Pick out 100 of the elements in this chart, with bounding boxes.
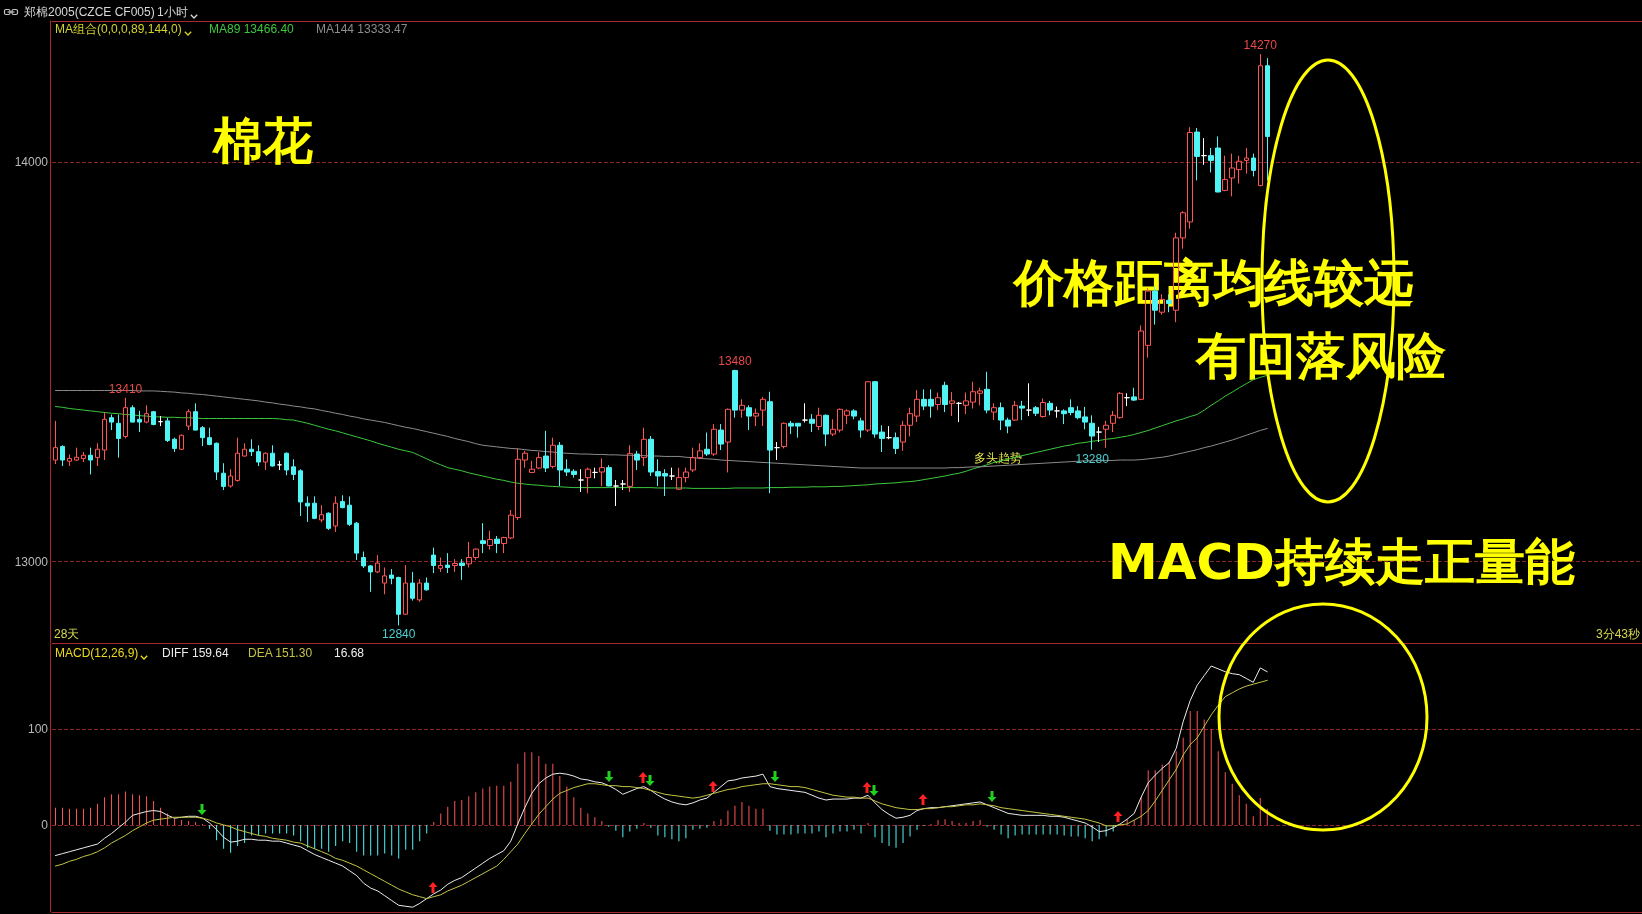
candlestick: [109, 413, 114, 431]
candlestick: [1222, 155, 1228, 192]
candlestick: [88, 447, 93, 475]
candlestick: [417, 578, 422, 603]
candlestick: [487, 530, 493, 551]
candlestick: [816, 407, 822, 431]
candlestick: [347, 495, 352, 527]
candlestick: [1244, 147, 1249, 175]
candlestick: [221, 462, 226, 491]
candlestick: [235, 437, 240, 483]
candlestick: [893, 431, 899, 455]
candlestick: [375, 554, 380, 574]
candlestick: [627, 444, 633, 493]
candlestick: [242, 442, 247, 457]
candlestick: [137, 410, 142, 433]
candlestick: [249, 438, 254, 457]
candlestick: [403, 564, 408, 616]
candlestick: [123, 397, 128, 439]
chart-title: 郑棉2005(CZCE CF005): [24, 5, 155, 19]
candlestick: [284, 451, 289, 476]
candlestick: [613, 479, 619, 507]
candlestick: [543, 430, 549, 473]
candlestick: [711, 423, 717, 457]
annotation: 16.68: [334, 646, 365, 660]
chart-subtitle: 1小时: [157, 5, 188, 19]
candlestick: [641, 427, 647, 467]
candlestick: [858, 417, 864, 439]
candlestick: [1265, 57, 1270, 181]
annotation: MACD持续走正量能: [1108, 533, 1575, 591]
candlestick: [340, 494, 345, 509]
candlestick: [1103, 420, 1109, 449]
candlestick: [396, 576, 401, 626]
candlestick: [144, 404, 149, 424]
candlestick: [942, 381, 948, 413]
candlestick: [1026, 382, 1032, 417]
candlestick: [529, 460, 535, 474]
y-tick-label: 13000: [14, 554, 49, 569]
candlestick: [74, 447, 79, 462]
candlestick: [459, 558, 465, 581]
candlestick: [207, 427, 212, 446]
candlestick: [753, 408, 759, 427]
candlestick: [410, 571, 415, 602]
candlestick: [319, 504, 324, 523]
candlestick: [389, 568, 394, 585]
candlestick: [585, 467, 591, 494]
annotation: 13280: [1075, 451, 1110, 466]
candlestick: [746, 404, 752, 431]
candlestick: [809, 413, 815, 433]
candlestick: [578, 468, 584, 493]
candlestick: [725, 408, 731, 473]
candlestick: [774, 441, 780, 461]
annotation: 13480: [718, 353, 752, 368]
candlestick: [67, 453, 72, 467]
candlestick: [886, 425, 892, 440]
text: DIFF 159.64: [162, 646, 229, 660]
candlestick: [431, 547, 436, 574]
text: DEA 151.30: [248, 646, 313, 660]
candlestick: [368, 564, 373, 593]
candlestick: [312, 495, 317, 520]
candlestick: [200, 425, 205, 447]
candlestick: [291, 458, 296, 481]
candlestick: [256, 444, 261, 467]
candlestick: [263, 451, 268, 471]
candlestick: [151, 410, 156, 426]
candlestick: [669, 467, 675, 481]
y-tick-label: 14000: [14, 155, 49, 170]
candlestick: [445, 552, 450, 574]
candlestick: [984, 371, 990, 414]
candlestick: [424, 576, 429, 592]
candlestick: [599, 457, 605, 487]
candlestick: [1033, 405, 1039, 417]
candlestick: [1251, 153, 1256, 177]
text: MA89 13466.40: [209, 22, 294, 36]
candlestick: [333, 495, 338, 533]
candlestick: [81, 451, 86, 463]
annotation: 28天: [54, 627, 80, 641]
candlestick: [214, 441, 219, 481]
annotation: MA组合(0,0,0,89,144,0): [55, 22, 182, 36]
candlestick: [1194, 127, 1200, 181]
candlestick: [95, 442, 100, 467]
candlestick: [1054, 406, 1060, 419]
candlestick: [116, 413, 121, 459]
candlestick: [620, 479, 626, 491]
annotation: MACD(12,26,9): [55, 646, 139, 660]
candlestick: [732, 369, 738, 419]
candlestick: [802, 402, 808, 423]
candlestick: [739, 398, 745, 419]
candlestick: [179, 433, 184, 451]
text: MA144 13333.47: [316, 22, 408, 36]
candlestick: [270, 444, 275, 467]
candlestick: [228, 468, 233, 489]
candlestick: [130, 404, 135, 423]
candlestick: [1019, 400, 1025, 421]
annotation: 12840: [382, 627, 416, 642]
candlestick: [1258, 53, 1263, 187]
candlestick: [298, 468, 303, 517]
candlestick: [102, 411, 107, 461]
candlestick: [718, 423, 724, 451]
candlestick: [382, 567, 387, 595]
candlestick: [704, 431, 710, 457]
